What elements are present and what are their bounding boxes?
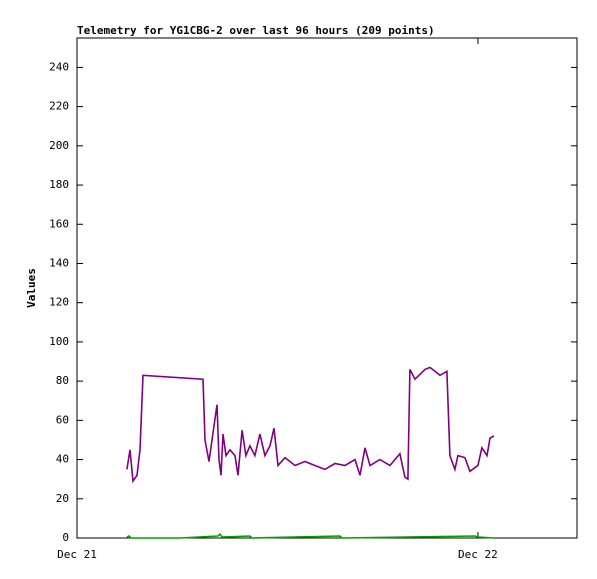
y-tick-label: 120 xyxy=(49,296,69,309)
y-tick-label: 60 xyxy=(56,413,69,426)
y-tick-label: 40 xyxy=(56,453,69,466)
x-tick-label: Dec 21 xyxy=(57,548,97,561)
y-tick-label: 220 xyxy=(49,100,69,113)
y-tick-label: 0 xyxy=(62,531,69,544)
plot-frame xyxy=(76,37,578,539)
chart-title: Telemetry for YG1CBG-2 over last 96 hour… xyxy=(77,24,435,37)
y-tick-label: 20 xyxy=(56,492,69,505)
series-line xyxy=(126,366,495,484)
y-tick-label: 80 xyxy=(56,374,69,387)
y-tick-label: 100 xyxy=(49,335,69,348)
y-tick-label: 140 xyxy=(49,256,69,269)
series-line xyxy=(126,532,495,539)
y-tick-label: 200 xyxy=(49,139,69,152)
y-tick-label: 180 xyxy=(49,178,69,191)
x-tick-label: Dec 22 xyxy=(458,548,498,561)
y-tick-label: 160 xyxy=(49,217,69,230)
y-tick-label: 240 xyxy=(49,60,69,73)
y-axis-label: Values xyxy=(25,268,38,308)
